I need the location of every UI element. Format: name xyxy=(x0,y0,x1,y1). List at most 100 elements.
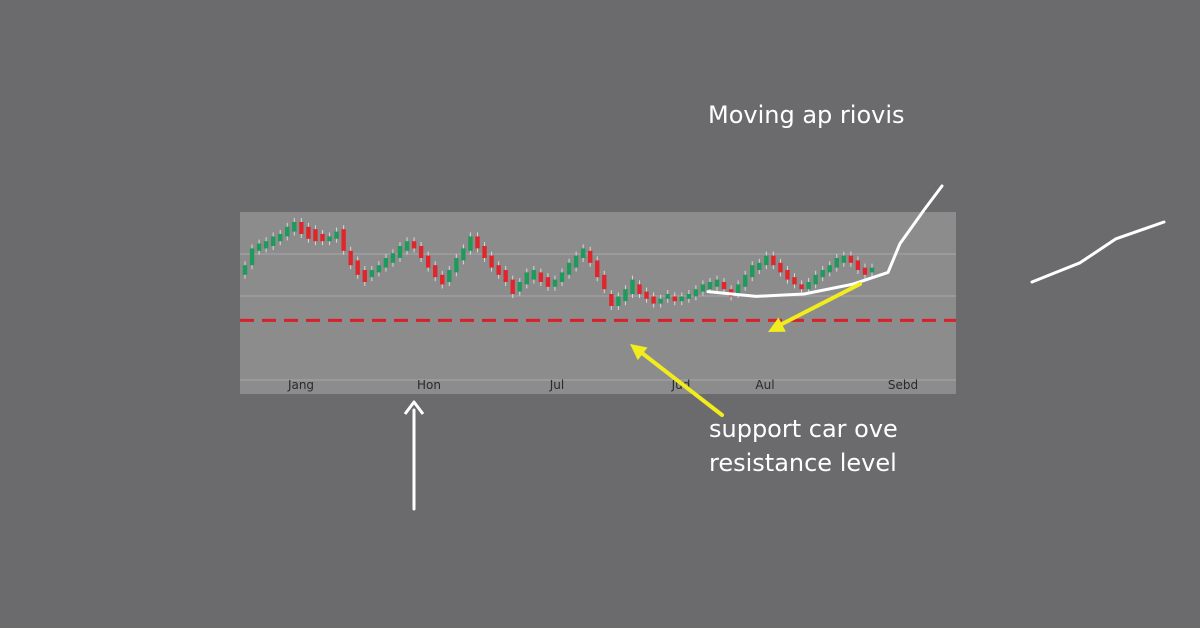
candle-body xyxy=(743,274,748,287)
candle xyxy=(686,290,692,303)
candle xyxy=(820,266,825,282)
candle-body xyxy=(538,272,544,282)
candle-body xyxy=(595,260,600,278)
candle-body xyxy=(869,267,875,273)
candle xyxy=(454,254,459,277)
candle-body xyxy=(559,272,565,282)
candle xyxy=(778,258,783,277)
candle-body xyxy=(263,241,269,249)
candle xyxy=(644,287,649,303)
support-resistance-annotation: support car ove resistance level xyxy=(709,412,898,480)
candle xyxy=(341,225,346,255)
plot-area xyxy=(240,212,956,394)
candle-body xyxy=(609,294,614,306)
candle-body xyxy=(433,265,438,278)
candle xyxy=(538,268,544,286)
candle xyxy=(249,244,255,270)
candle xyxy=(447,266,452,286)
candle xyxy=(806,278,811,294)
candle xyxy=(475,232,480,253)
candle-body xyxy=(834,258,839,268)
candle-body xyxy=(792,277,797,285)
candle-body xyxy=(270,236,276,246)
candle xyxy=(813,270,818,289)
candle xyxy=(714,275,720,291)
candle xyxy=(693,285,699,301)
candle xyxy=(771,251,776,270)
candle xyxy=(461,244,466,265)
candle xyxy=(313,225,318,246)
candle-body xyxy=(573,255,579,268)
candle xyxy=(757,258,762,274)
candle-body xyxy=(855,260,861,270)
candle-body xyxy=(327,236,332,242)
support-arrow-head xyxy=(630,344,648,361)
candle xyxy=(299,218,304,238)
candle-body xyxy=(249,248,255,266)
support-arrow-shaft xyxy=(640,351,724,417)
candle xyxy=(404,237,410,255)
candle-body xyxy=(348,250,353,266)
candle xyxy=(503,266,508,286)
candle-body xyxy=(454,258,459,273)
candle xyxy=(263,237,269,253)
support-annotation-line-1: support car ove xyxy=(709,415,898,443)
candle-body xyxy=(524,272,529,285)
candle xyxy=(679,292,684,306)
candle xyxy=(580,244,586,262)
candle xyxy=(334,227,339,243)
candle xyxy=(425,251,431,272)
candle-body xyxy=(672,296,677,302)
moving-average-lines xyxy=(706,184,1166,298)
candle-body xyxy=(496,265,501,275)
candle-body xyxy=(489,255,494,268)
candle xyxy=(869,263,875,277)
candle-body xyxy=(841,255,847,263)
candle xyxy=(637,280,642,298)
annotation-arrows xyxy=(403,282,862,511)
candle-body xyxy=(552,279,558,287)
candle-body xyxy=(651,296,656,304)
candle xyxy=(411,237,417,253)
candle-body xyxy=(376,265,382,273)
candle xyxy=(630,275,635,298)
candle xyxy=(418,242,424,262)
candle xyxy=(397,242,403,262)
candle xyxy=(433,261,438,282)
candle-body xyxy=(362,270,367,282)
candle-body xyxy=(714,279,720,287)
candle xyxy=(440,270,445,289)
candle xyxy=(855,256,861,274)
candle-body xyxy=(404,241,410,251)
candle-body xyxy=(820,270,825,278)
candle-body xyxy=(686,294,692,299)
candle-body xyxy=(299,222,304,234)
candle xyxy=(369,266,374,282)
candle-body xyxy=(616,296,621,306)
candle-body xyxy=(313,229,318,242)
candle xyxy=(320,230,325,246)
candle-body xyxy=(658,298,663,304)
candle xyxy=(841,251,847,267)
candle-body xyxy=(630,279,635,294)
candle-body xyxy=(440,274,445,285)
candle xyxy=(827,261,832,277)
candle xyxy=(524,268,529,289)
candle-body xyxy=(418,246,424,258)
candle xyxy=(799,280,804,294)
candle xyxy=(376,261,382,277)
candle-body xyxy=(602,274,607,290)
candle xyxy=(306,222,311,243)
candle-body xyxy=(531,270,537,280)
candle xyxy=(834,254,839,272)
x-tick-label: Hon xyxy=(417,378,441,392)
candle xyxy=(489,251,494,272)
candle xyxy=(348,246,353,270)
candle-body xyxy=(799,284,804,290)
candle-body xyxy=(545,277,551,287)
candle-body xyxy=(517,282,522,292)
candle xyxy=(665,290,670,303)
candle xyxy=(792,273,797,289)
candle xyxy=(468,232,473,255)
